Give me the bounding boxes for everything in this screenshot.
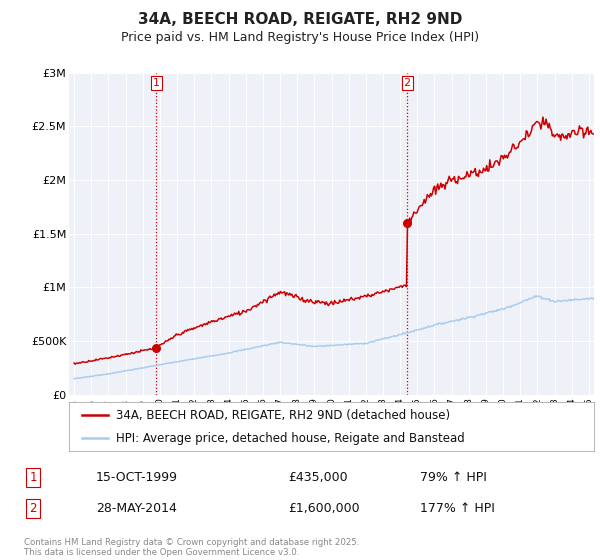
Text: HPI: Average price, detached house, Reigate and Banstead: HPI: Average price, detached house, Reig… [116,432,465,445]
Text: 34A, BEECH ROAD, REIGATE, RH2 9ND (detached house): 34A, BEECH ROAD, REIGATE, RH2 9ND (detac… [116,409,451,422]
Text: 2: 2 [404,78,411,87]
Text: Contains HM Land Registry data © Crown copyright and database right 2025.
This d: Contains HM Land Registry data © Crown c… [24,538,359,557]
Text: 1: 1 [29,470,37,484]
Text: 34A, BEECH ROAD, REIGATE, RH2 9ND: 34A, BEECH ROAD, REIGATE, RH2 9ND [138,12,462,27]
Text: 15-OCT-1999: 15-OCT-1999 [96,470,178,484]
Text: 28-MAY-2014: 28-MAY-2014 [96,502,177,515]
Text: £1,600,000: £1,600,000 [288,502,359,515]
Text: 1: 1 [153,78,160,87]
Text: 177% ↑ HPI: 177% ↑ HPI [420,502,495,515]
Text: Price paid vs. HM Land Registry's House Price Index (HPI): Price paid vs. HM Land Registry's House … [121,31,479,44]
Text: 79% ↑ HPI: 79% ↑ HPI [420,470,487,484]
Text: 2: 2 [29,502,37,515]
Point [152,344,161,353]
Text: £435,000: £435,000 [288,470,347,484]
Point [403,218,412,227]
